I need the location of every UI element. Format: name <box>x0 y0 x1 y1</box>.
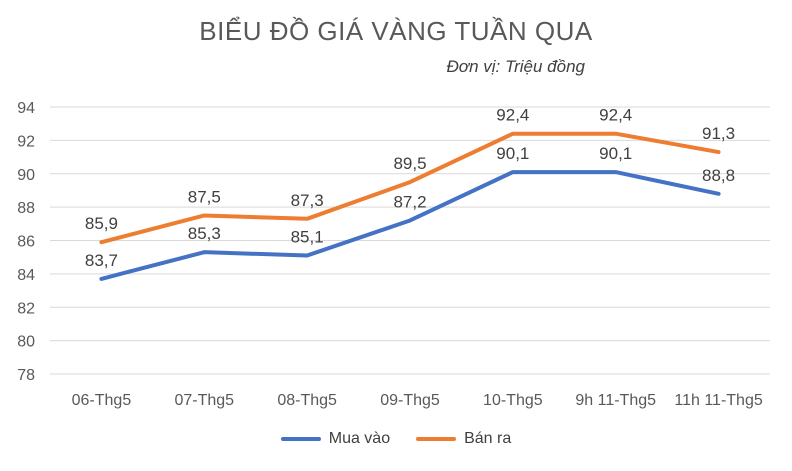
series-line-ban-ra <box>99 131 721 245</box>
y-tick-label: 84 <box>17 267 35 284</box>
y-tick-label: 90 <box>17 167 35 184</box>
y-tick-label: 92 <box>17 133 35 150</box>
series-line-mua-vao <box>99 170 721 281</box>
legend-item-ban-ra: Bán ra <box>416 430 511 448</box>
data-label: 89,5 <box>393 154 426 173</box>
data-label: 83,7 <box>85 251 118 270</box>
data-label: 85,1 <box>291 228 324 247</box>
y-tick-label: 78 <box>17 367 35 384</box>
data-label: 90,1 <box>599 144 632 163</box>
legend-label-mua-vao: Mua vào <box>328 430 391 447</box>
x-tick-label: 11h 11-Thg5 <box>674 392 762 409</box>
data-label: 85,3 <box>188 224 221 243</box>
chart-legend: Mua vào Bán ra <box>0 430 792 448</box>
data-label: 90,1 <box>496 144 529 163</box>
x-tick-label: 07-Thg5 <box>174 392 234 409</box>
legend-swatch-mua-vao <box>280 437 321 441</box>
legend-item-mua-vao: Mua vào <box>280 430 391 448</box>
data-label: 92,4 <box>599 106 632 125</box>
y-tick-label: 80 <box>17 334 35 351</box>
data-label: 87,5 <box>188 187 221 206</box>
y-tick-label: 94 <box>17 100 35 117</box>
data-label: 87,2 <box>393 192 426 211</box>
chart-title: BIỂU ĐỒ GIÁ VÀNG TUẦN QUA <box>199 16 593 46</box>
data-label: 85,9 <box>85 214 118 233</box>
y-tick-label: 86 <box>17 234 35 251</box>
x-tick-label: 06-Thg5 <box>72 392 132 409</box>
y-tick-label: 88 <box>17 200 35 217</box>
data-label: 87,3 <box>291 191 324 210</box>
x-tick-label: 08-Thg5 <box>277 392 337 409</box>
legend-label-ban-ra: Bán ra <box>464 430 512 447</box>
data-label: 91,3 <box>702 124 735 143</box>
y-tick-label: 82 <box>17 300 35 317</box>
data-label: 92,4 <box>496 106 529 125</box>
x-tick-label: 10-Thg5 <box>483 392 543 409</box>
data-label: 88,8 <box>702 166 735 185</box>
legend-swatch-ban-ra <box>416 437 457 441</box>
x-tick-label: 09-Thg5 <box>380 392 440 409</box>
chart-subtitle: Đơn vị: Triệu đồng <box>446 57 585 76</box>
x-tick-label: 9h 11-Thg5 <box>575 392 656 409</box>
